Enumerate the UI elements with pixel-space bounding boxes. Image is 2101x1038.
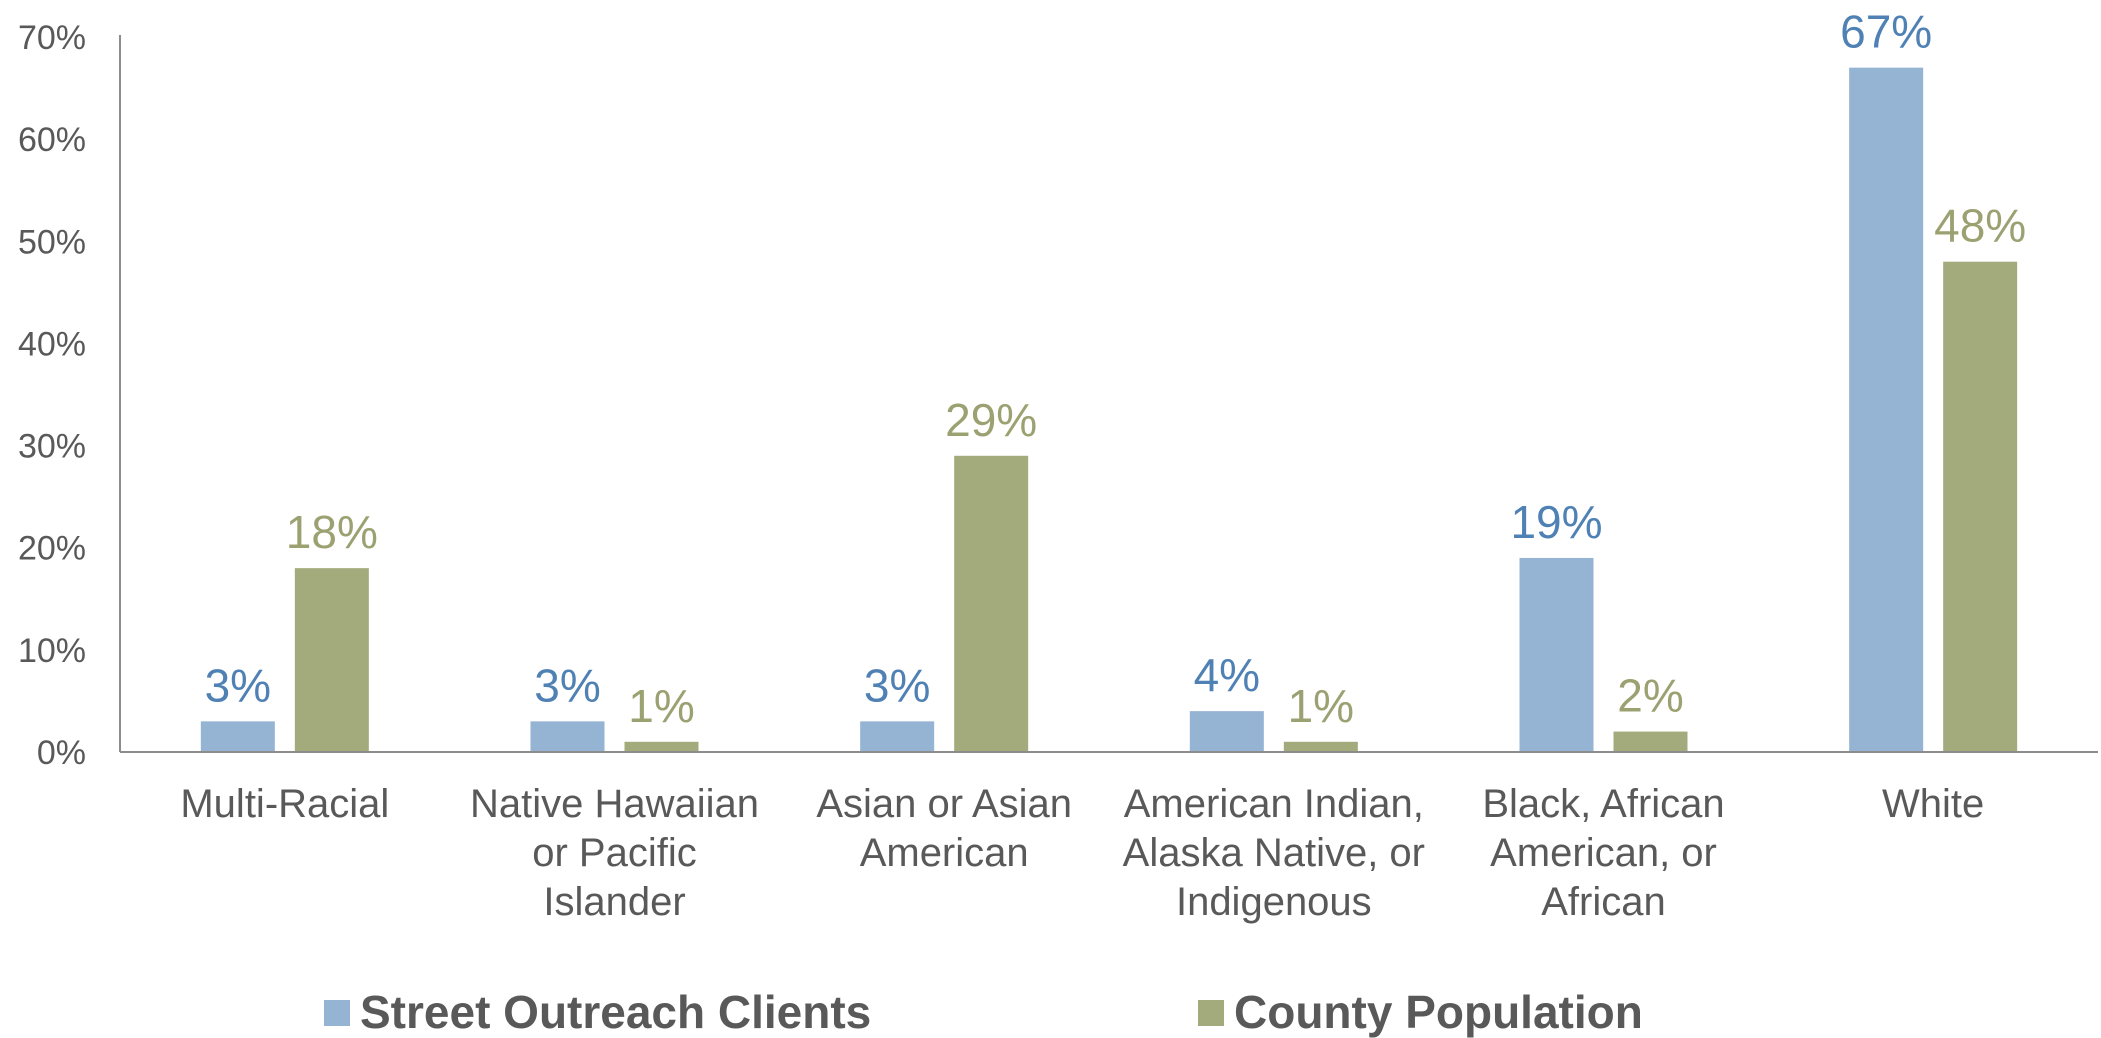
data-label: 18%: [286, 506, 378, 558]
y-tick-label: 10%: [18, 632, 86, 670]
bar-street-outreach: [200, 721, 275, 752]
data-label: 1%: [1288, 680, 1354, 732]
bar-street-outreach: [1519, 557, 1594, 752]
legend: Street Outreach Clients County Population: [324, 986, 1643, 1038]
x-category-label: Black, African American, or African: [1482, 782, 1724, 924]
bar-county-population: [954, 455, 1029, 752]
bar-street-outreach: [1849, 67, 1924, 752]
bar-street-outreach: [1189, 711, 1264, 752]
x-axis: Multi-Racial Native Hawaiian or Pacific Isl…: [120, 751, 2098, 924]
x-category-label: Asian or Asian American: [816, 782, 1072, 875]
x-category-label: Multi-Racial: [180, 782, 389, 826]
y-tick-label: 30%: [18, 428, 86, 466]
bar-street-outreach: [530, 721, 605, 752]
bar-street-outreach: [860, 721, 935, 752]
bar-county-population: [1613, 731, 1688, 752]
y-tick-label: 40%: [18, 325, 86, 363]
data-label: 3%: [864, 659, 930, 711]
data-labels: 3% 3% 3% 4% 19% 67% 18% 1% 29% 1% 2% 48%: [205, 6, 2027, 732]
data-label: 67%: [1840, 6, 1932, 58]
y-tick-label: 60%: [18, 121, 86, 159]
data-label: 4%: [1194, 649, 1260, 701]
data-label: 3%: [205, 659, 271, 711]
y-tick-label: 50%: [18, 223, 86, 261]
x-category-label: American Indian, Alaska Native, or Indigen…: [1123, 782, 1425, 924]
data-label: 3%: [534, 659, 600, 711]
data-label: 1%: [628, 680, 694, 732]
legend-label: County Population: [1234, 986, 1643, 1038]
bar-county-population: [1943, 261, 2018, 752]
data-label: 2%: [1617, 670, 1683, 722]
y-tick-label: 70%: [18, 19, 86, 57]
legend-swatch: [1198, 1000, 1224, 1026]
data-label: 19%: [1510, 496, 1602, 548]
y-axis: 0% 10% 20% 30% 40% 50% 60% 70%: [18, 19, 121, 772]
y-tick-label: 0%: [37, 734, 86, 772]
legend-swatch: [324, 1000, 350, 1026]
x-category-label: White: [1882, 782, 1984, 826]
legend-label: Street Outreach Clients: [360, 986, 871, 1038]
data-label: 48%: [1934, 200, 2026, 252]
data-label: 29%: [945, 394, 1037, 446]
y-tick-label: 20%: [18, 530, 86, 568]
x-category-label: Native Hawaiian or Pacific Islander: [470, 782, 759, 924]
bar-county-population: [294, 568, 369, 752]
bars: [200, 67, 2018, 752]
bar-county-population: [624, 741, 699, 752]
bar-county-population: [1283, 741, 1358, 752]
